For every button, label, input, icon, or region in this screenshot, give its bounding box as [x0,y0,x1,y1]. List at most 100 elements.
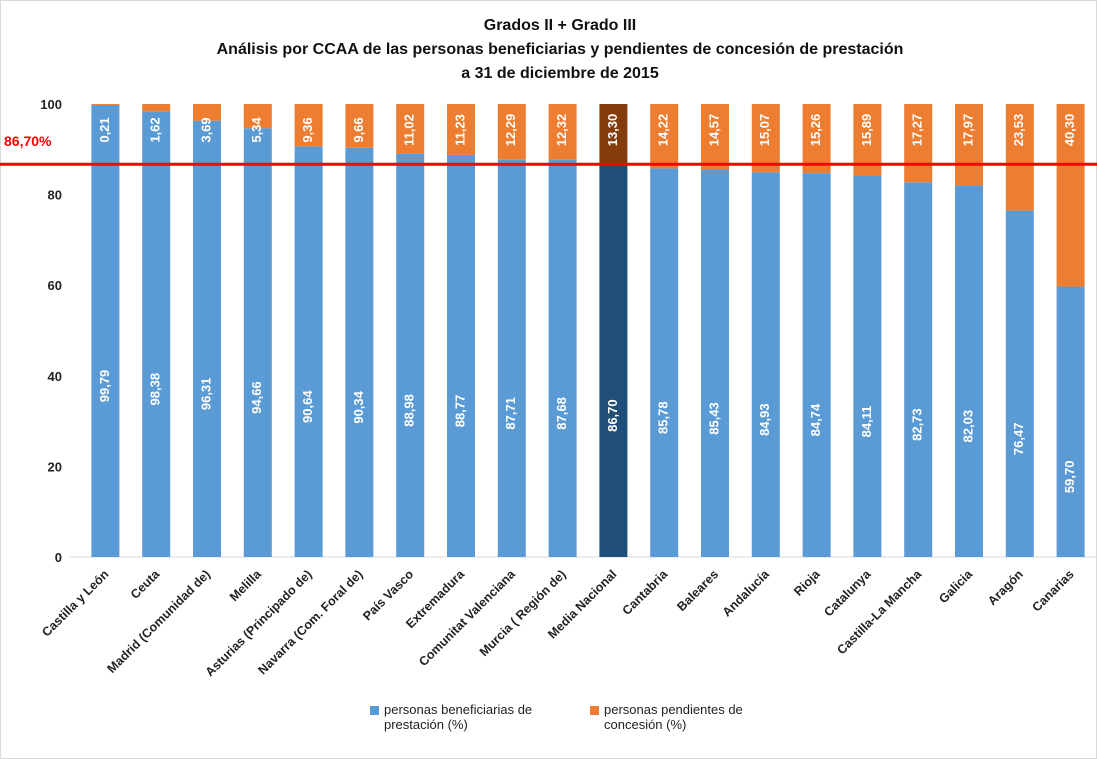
bar-segment [751,172,780,558]
bar-segment [1005,104,1034,211]
value-label: 1,62 [148,117,163,142]
value-label: 3,69 [198,117,213,142]
value-label: 12,29 [503,114,518,147]
x-tick-label: País Vasco [360,567,416,623]
value-label: 9,66 [351,117,366,142]
legend-label: personas beneficiarias de prestación (%) [384,702,533,732]
bar-segment [955,104,983,186]
legend-item: personas pendientes de concesión (%) [590,702,780,732]
y-tick-label: 80 [48,188,62,203]
bar-segment [396,153,425,557]
bar-segment [91,104,120,558]
bar-segment [447,104,475,155]
bar-segment [904,182,933,557]
value-label: 87,71 [503,397,518,430]
bar-segment [142,104,171,112]
bar-segment [345,104,374,148]
value-label: 14,22 [656,114,671,147]
bar-segment [751,104,780,173]
value-label: 40,30 [1062,114,1077,147]
y-tick-label: 40 [48,369,62,384]
bar-segment [599,164,628,557]
legend-swatch [370,706,379,715]
x-tick-label: Ceuta [128,566,163,601]
legend-label: personas pendientes de concesión (%) [604,702,743,732]
value-label: 90,64 [300,390,315,423]
x-tick-label: Catalunya [821,566,874,619]
value-label: 94,66 [249,381,264,414]
bar-segment [802,104,831,174]
y-tick-label: 60 [48,278,62,293]
x-tick-label: Andalucía [720,566,773,619]
x-tick-label: Navarra (Com. Foral de) [255,567,365,677]
x-tick-label: Baleares [674,567,721,614]
bar-segment [599,104,628,165]
value-label: 17,27 [910,114,925,147]
value-label: 15,89 [859,114,874,147]
value-label: 84,11 [859,406,874,438]
value-label: 98,38 [148,373,163,406]
bar-segment [345,147,374,557]
x-tick-label: Aragón [985,567,1026,608]
x-tick-label: Galicia [936,566,976,606]
value-label: 14,57 [706,114,721,147]
bar-segment [650,168,679,557]
bar-segment [1056,286,1085,557]
value-label: 76,47 [1011,423,1026,456]
bar-segment [447,154,475,558]
value-label: 0,21 [97,117,112,142]
legend: personas beneficiarias de prestación (%)… [370,702,790,732]
x-tick-label: Cantabria [620,566,671,617]
bar-segment [396,104,425,154]
chart-title: a 31 de diciembre de 2015 [461,65,659,82]
value-label: 13,30 [605,114,620,147]
bar-segment [294,146,323,557]
bar-segment [701,104,729,171]
value-label: 17,97 [960,114,975,147]
bar-segment [548,159,577,557]
x-tick-label: Castilla y León [39,567,111,639]
reference-label: 86,70% [4,133,52,149]
x-tick-label: Rioja [791,566,823,598]
chart-title: Análisis por CCAA de las personas benefi… [217,41,904,58]
y-tick-label: 0 [55,550,62,565]
bar-segment [243,104,272,129]
bar-segment [142,111,171,558]
x-tick-label: Melilla [227,566,265,604]
bar-segment [802,173,831,557]
bar-segment [955,185,983,557]
bar-segment [548,104,577,160]
bar-segment [497,104,526,160]
y-tick-label: 20 [48,459,62,474]
x-tick-label: Comunitat Valenciana [416,566,518,668]
value-label: 11,23 [452,114,467,146]
bar-segment [91,104,120,105]
value-label: 12,32 [554,114,569,147]
chart-title: Grados II + Grado III [484,17,636,34]
value-label: 9,36 [300,117,315,142]
bar-segment [294,104,323,147]
bar-segment [243,128,272,558]
x-tick-label: Canarias [1029,567,1076,614]
bar-segment [193,120,221,557]
value-label: 82,73 [910,408,925,441]
legend-item: personas beneficiarias de prestación (%) [370,702,560,732]
x-tick-label: Asturias (Principado de) [203,567,315,679]
value-label: 86,70 [605,399,620,432]
value-label: 15,07 [757,114,772,147]
value-label: 85,43 [706,402,721,435]
value-label: 5,34 [249,117,264,143]
value-label: 88,77 [452,395,467,428]
value-label: 15,26 [808,114,823,147]
value-label: 84,93 [757,403,772,436]
value-label: 96,31 [198,378,213,411]
bar-segment [193,104,221,121]
value-label: 59,70 [1062,461,1077,494]
bar-segment [497,159,526,557]
value-label: 82,03 [960,410,975,443]
value-label: 88,98 [402,394,417,427]
x-tick-label: Murcia ( Región de) [477,567,569,659]
bar-segment [904,104,933,183]
value-label: 99,79 [97,370,112,403]
